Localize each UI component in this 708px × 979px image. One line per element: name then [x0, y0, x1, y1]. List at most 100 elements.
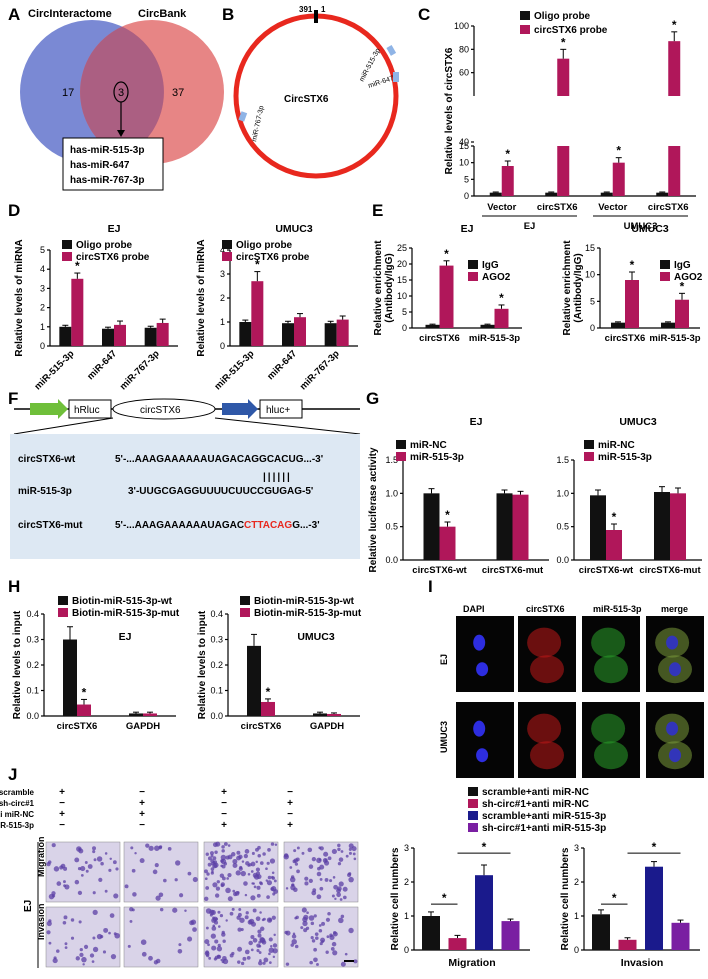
bar [618, 939, 637, 950]
bar [670, 493, 686, 560]
y-tick-label: 1 [220, 317, 225, 327]
if-image [582, 616, 640, 692]
stained-cell [63, 915, 68, 920]
image-background [45, 906, 121, 968]
stained-cell [192, 927, 197, 932]
panel-label-f: F [8, 389, 18, 408]
chart-title: EJ [470, 416, 483, 428]
stained-cell [124, 884, 129, 889]
stained-cell [340, 850, 344, 853]
stained-cell [139, 858, 145, 864]
group-label: EJ [524, 221, 536, 232]
stained-cell [103, 927, 109, 933]
stained-cell [77, 866, 82, 871]
category-label: miR-515-3p [32, 348, 76, 392]
stained-cell [230, 852, 236, 857]
bar [654, 492, 670, 560]
nucleus [476, 662, 489, 677]
charts-layer: 051015406080100*Vector*circSTX6*Vector*c… [12, 11, 703, 969]
legend-swatch [396, 452, 406, 461]
stained-cell [217, 943, 221, 947]
stained-cell [273, 879, 277, 883]
seq-mirna: 3'-UUGCGAGGUUUUCUUCCGUGAG-5' [128, 486, 313, 497]
stained-cell [339, 898, 343, 901]
transwell-image [45, 906, 121, 968]
category-label: miR-647 [85, 348, 119, 382]
stained-cell [104, 852, 108, 855]
category-label: miR-647 [265, 348, 299, 382]
stained-cell [184, 909, 187, 912]
seq-wt: 5'-...AAAGAAAAAAUAGACAGGCACUG...-3' [115, 454, 323, 465]
y-tick-label: 15 [459, 141, 469, 151]
stained-cell [205, 926, 209, 930]
site-label: miR-515-3p [359, 47, 382, 83]
chart-g-umuc3: 0.0 0.5 1.0 1.5 * circSTX6-wt circSTX6-mut UMUC… [556, 416, 702, 576]
bar [625, 280, 639, 328]
significance-mark: * [266, 685, 271, 699]
stained-cell [257, 853, 261, 858]
seq-mut: 5'-...AAAGAAAAAAUAGACCTTACAGG...-3' [115, 520, 320, 531]
legend-label: miR-515-3p [598, 452, 652, 463]
venn-right-title: CircBank [138, 8, 187, 20]
stained-cell [104, 889, 108, 893]
stained-cell [177, 948, 183, 954]
if-image [582, 702, 640, 778]
legend-label: scramble+anti miR-515-3p [482, 811, 606, 822]
stained-cell [342, 886, 348, 892]
stained-cell [85, 869, 89, 873]
stained-cell [313, 957, 318, 963]
stained-cell [74, 879, 80, 885]
stained-cell [132, 892, 137, 897]
stained-cell [232, 858, 238, 865]
stained-cell [353, 959, 358, 964]
category-label: GAPDH [126, 721, 160, 732]
nucleus [666, 721, 679, 736]
if-row-label: UMUC3 [439, 721, 449, 753]
stained-cell [221, 849, 225, 853]
y-tick-label: 0.4 [26, 609, 39, 619]
hrluc-box [68, 399, 112, 419]
stained-cell [340, 961, 346, 967]
stained-cell [214, 939, 219, 944]
nucleus [473, 634, 486, 651]
stained-cell [319, 941, 323, 946]
stained-cell [332, 950, 338, 956]
stained-cell [259, 936, 265, 943]
stained-cell [333, 884, 338, 890]
stained-cell [252, 938, 258, 943]
bar [294, 317, 306, 346]
stained-cell [325, 950, 329, 954]
stained-cell [262, 917, 266, 921]
stained-cell [308, 915, 315, 921]
stained-cell [48, 941, 52, 945]
chart-e-umuc3: 0 5 10 15 * circSTX6 * miR-515-3p UMUC3 Relative … [562, 223, 703, 344]
stained-cell [79, 947, 83, 952]
bar [489, 192, 502, 196]
significance-mark: * [255, 258, 260, 272]
stained-cell [158, 892, 164, 898]
stained-cell [336, 892, 341, 898]
stained-cell [293, 849, 297, 853]
stained-cell [240, 961, 245, 966]
stained-cell [211, 926, 217, 931]
stained-cell [46, 930, 51, 935]
stained-cell [247, 872, 251, 876]
stained-cell [89, 953, 95, 958]
stained-cell [131, 868, 136, 873]
stained-cell [141, 951, 147, 957]
stained-cell [304, 881, 309, 886]
legend-swatch [468, 260, 478, 269]
y-tick-label: 0.0 [210, 711, 223, 721]
chart-g-ej: 0.0 0.5 1.0 1.5 * circSTX6-wt circSTX6-mut EJ Re… [368, 416, 549, 576]
stained-cell [74, 857, 80, 863]
stained-cell [253, 885, 257, 889]
stained-cell [154, 863, 159, 868]
stained-cell [227, 844, 231, 847]
stained-cell [345, 854, 349, 858]
stained-cell [338, 881, 344, 887]
nucleus [669, 662, 681, 677]
stained-cell [153, 960, 159, 965]
stained-cell [51, 894, 56, 898]
significance-mark: * [82, 685, 87, 699]
legend-swatch [584, 452, 594, 461]
